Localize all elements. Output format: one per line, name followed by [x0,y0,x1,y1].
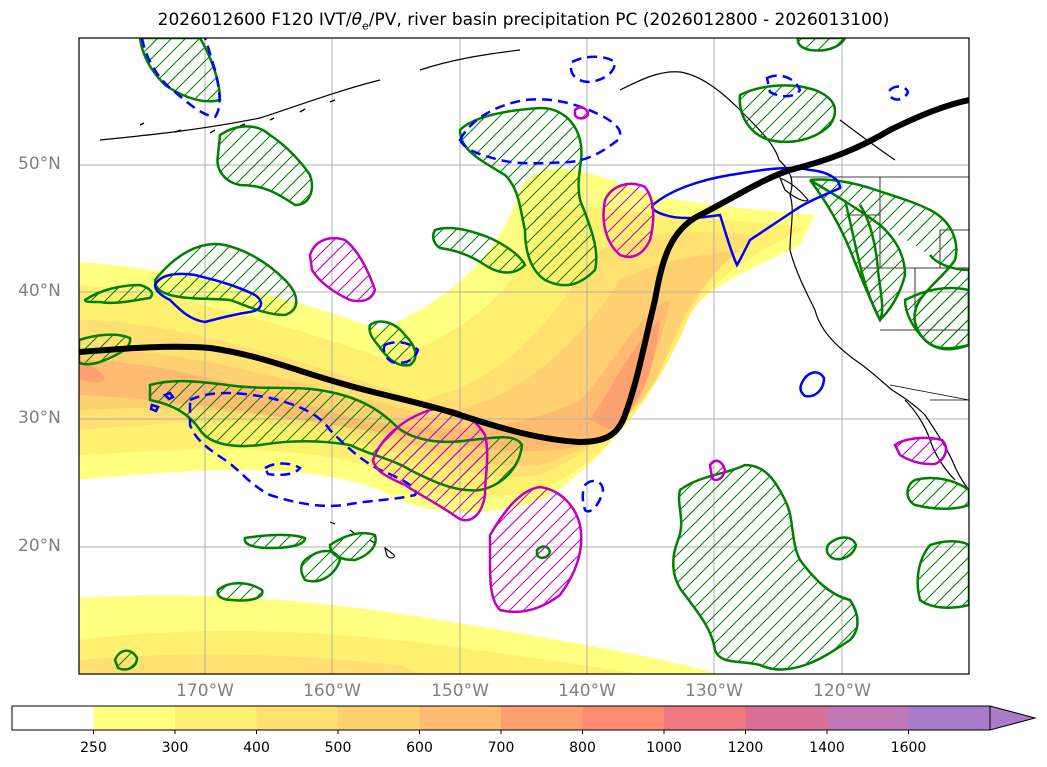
blue-dashed-contour [140,38,221,119]
green-region [916,540,969,609]
colorbar-tick-label: 300 [161,740,189,756]
magenta-region [708,459,727,482]
magenta-region [573,106,590,120]
green-precip-regions [79,38,969,671]
colorbar-segment [501,706,583,730]
green-region [808,178,907,323]
green-region [738,84,837,144]
green-region [83,283,154,305]
lat-label: 30°N [18,408,61,428]
magenta-regions [308,106,948,614]
green-region [243,533,307,550]
green-region [672,463,859,671]
vancouver-island [778,176,809,202]
magenta-region [602,182,655,259]
blue-solid-contour [153,272,263,324]
lon-label: 120°W [813,681,871,701]
lat-label: 40°N [18,281,61,301]
blue-solid-contour [799,371,826,398]
colorbar-tick-label: 800 [569,740,596,756]
green-region [216,125,314,207]
colorbar-tick-label: 1200 [727,740,764,756]
lon-label: 160°W [303,681,361,701]
colorbar-tick-label: 1400 [809,740,845,756]
colorbar-segment [12,706,94,730]
colorbar-extend-arrow [989,705,1037,731]
lat-label: 50°N [18,154,61,174]
colorbar-tick-label: 500 [324,740,352,756]
blue-dashed-contour [263,462,302,477]
blue-contours [140,38,910,513]
green-region [431,226,527,274]
green-region [796,38,847,52]
colorbar-tick-label: 700 [487,740,515,756]
green-region [113,649,139,671]
colorbar-segment [582,706,665,730]
lon-label: 130°W [685,681,743,701]
magenta-region [308,236,377,303]
colorbar-segment [745,706,828,730]
blue-dashed-contour [382,341,420,365]
alaska-coast [99,49,521,141]
blue-solid-contour [149,391,175,413]
colorbar-segment [256,706,339,730]
lat-label: 20°N [18,536,61,556]
colorbar-segment [664,706,746,730]
blue-dashed-contour [188,391,418,508]
magenta-region [488,485,583,614]
colorbar-tick-label: 400 [243,740,270,756]
ivt-600-band [79,300,670,452]
colorbar-segment [419,706,502,730]
ivt-southern-core [79,654,420,674]
green-region [458,106,598,287]
green-region [903,286,969,351]
green-region [825,536,858,561]
colorbar-segment [175,706,257,730]
colorbar-segment [827,706,909,730]
hawaii-islands [329,521,395,559]
green-region [328,531,377,562]
green-region [216,582,264,602]
blue-dashed-contour [569,55,617,84]
lon-label: 140°W [558,681,616,701]
colorbar-segment [908,706,991,730]
pv-contour [79,97,969,446]
lon-label: 150°W [431,681,489,701]
blue-dashed-contour [581,479,605,513]
colorbar-tick-label: 600 [406,740,433,756]
colorbar-tick-label: 1600 [890,740,927,756]
aleutians [139,99,336,134]
map-title: 2026012600 F120 IVT/θe/PV, river basin p… [157,10,890,33]
magenta-region [371,407,489,522]
colorbar [11,705,1037,734]
colorbar-tick-label: 1000 [646,740,682,756]
magenta-region [893,436,948,466]
blue-dashed-contour [765,74,802,98]
colorbar-segment [338,706,420,730]
green-region [300,549,342,583]
colorbar-tick-label: 250 [80,740,107,756]
map-frame [78,37,970,675]
green-region [153,242,298,317]
blue-dashed-contour [888,85,910,101]
mexico-border [889,384,969,401]
green-region [906,476,969,510]
green-region [138,38,222,103]
lon-label: 170°W [176,681,234,701]
colorbar-segment [93,706,176,730]
